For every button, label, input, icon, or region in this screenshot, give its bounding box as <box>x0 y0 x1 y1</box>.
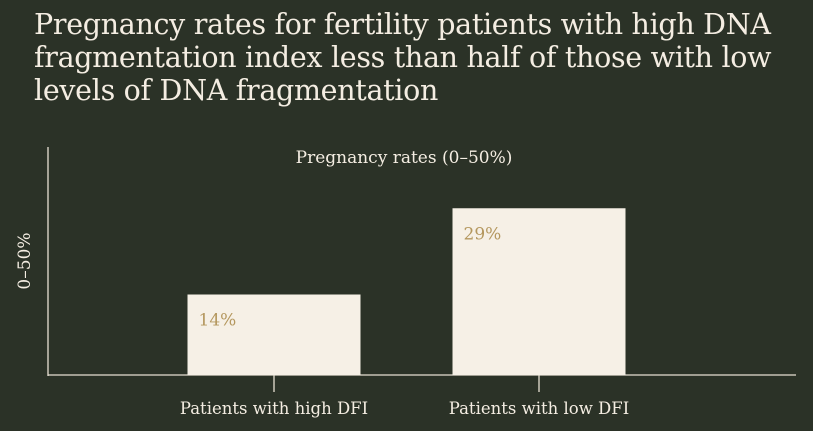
chart-title: Pregnancy rates for fertility patients w… <box>34 8 772 107</box>
bar-patients-with-low-dfi <box>452 208 626 375</box>
x-tick-label-patients-with-low-dfi: Patients with low DFI <box>449 399 630 418</box>
bar-patients-with-high-dfi <box>187 294 361 375</box>
x-tick-label-patients-with-high-dfi: Patients with high DFI <box>180 399 368 418</box>
plot-area: 14%29% Patients with high DFI Patients wi… <box>47 147 796 418</box>
data-label-patients-with-high-dfi: 14% <box>199 311 237 331</box>
y-axis-label: 0–50% <box>15 232 35 289</box>
bars-group: 14% 29% <box>187 208 626 375</box>
x-ticks-group: Patients with high DFI Patients with low … <box>180 375 629 418</box>
chart-subtitle: Pregnancy rates (0–50%) <box>296 148 513 168</box>
data-label-patients-with-low-dfi: 29% <box>464 224 502 244</box>
